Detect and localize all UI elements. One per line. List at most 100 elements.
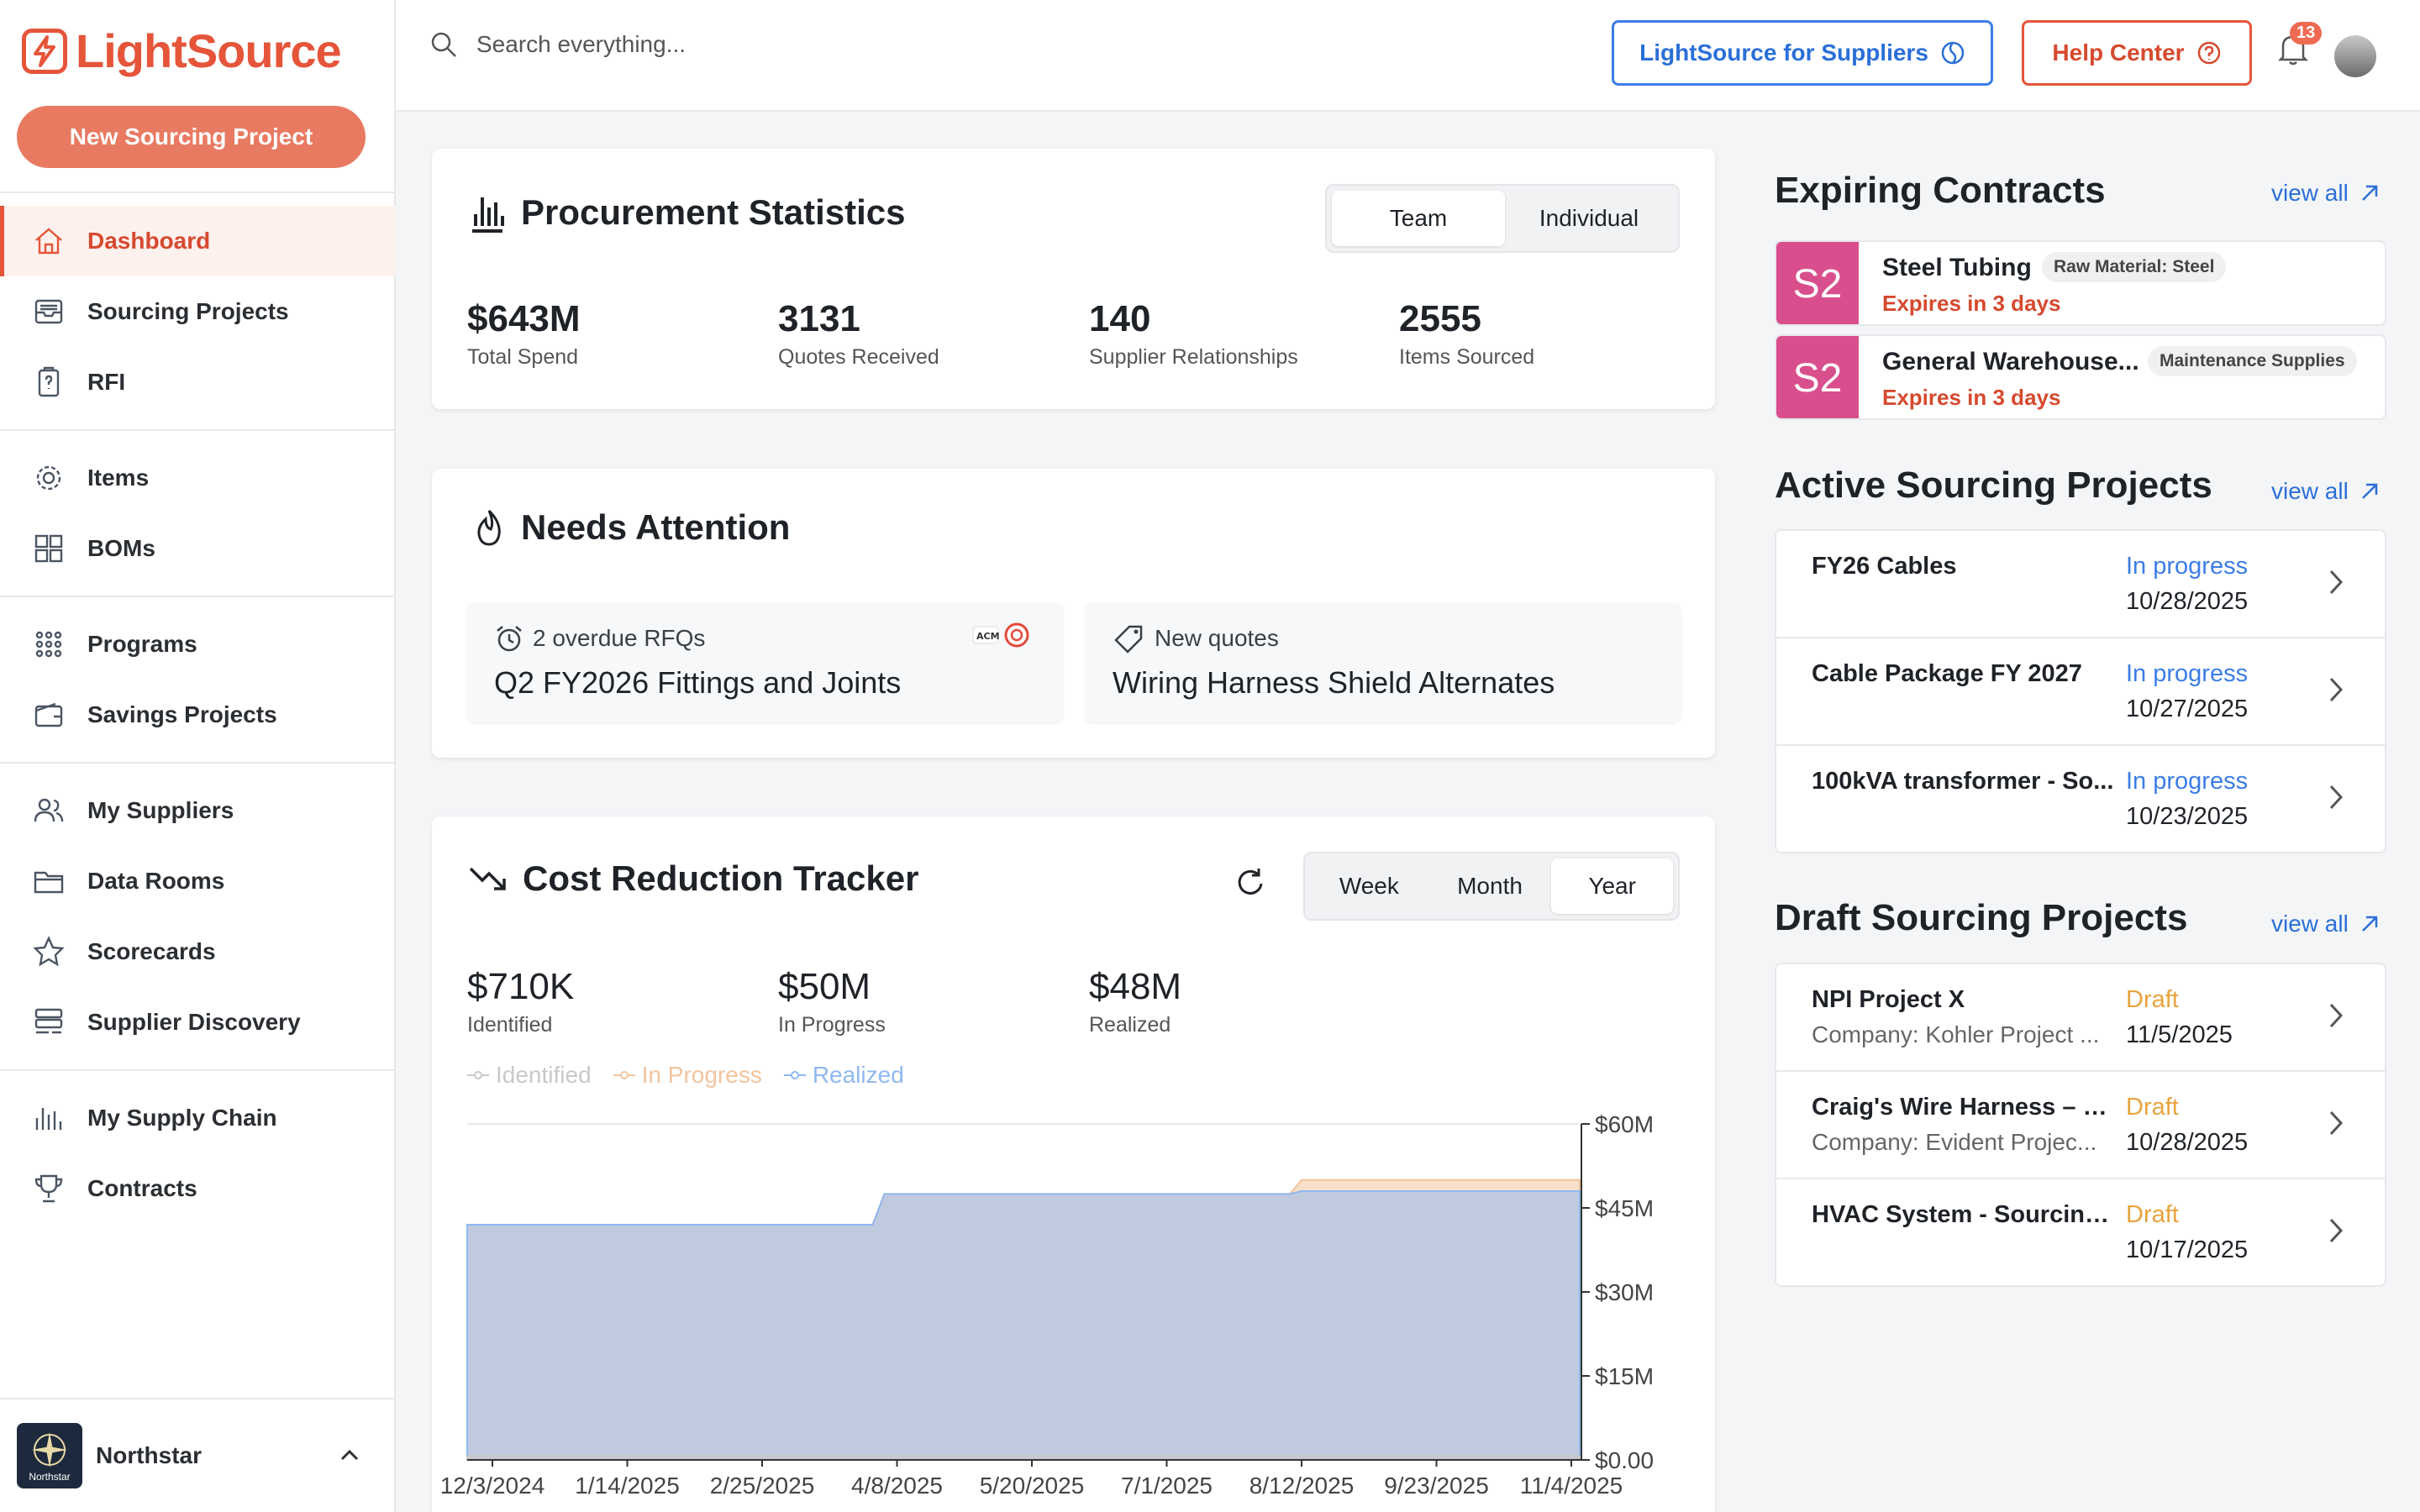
toggle-individual[interactable]: Individual <box>1539 205 1639 231</box>
project-row[interactable]: FY26 Cables In progress 10/28/2025 <box>1776 531 2385 638</box>
dots-grid-icon <box>32 627 66 661</box>
globe-icon <box>1941 41 1965 65</box>
bar-chart-icon <box>472 197 504 233</box>
range-year[interactable]: Year <box>1551 858 1673 914</box>
card-title: Cost Reduction Tracker <box>523 858 919 898</box>
range-week[interactable]: Week <box>1339 873 1399 899</box>
x-tick-label: 5/20/2025 <box>980 1473 1085 1499</box>
project-name: HVAC System - Sourcing... <box>1812 1201 2114 1228</box>
sidebar-item-scorecards[interactable]: Scorecards <box>0 916 396 987</box>
legend-marker <box>783 1071 806 1079</box>
project-status: In progress <box>2126 660 2249 687</box>
contract-item[interactable]: S2 Steel Tubing Raw Material: Steel Expi… <box>1775 240 2386 326</box>
sidebar-item-boms[interactable]: BOMs <box>0 513 396 584</box>
folder-icon <box>32 864 66 898</box>
stat-quotes-received: 3131 Quotes Received <box>778 298 939 369</box>
project-row[interactable]: 100kVA transformer - So... In progress 1… <box>1776 746 2385 853</box>
project-date: 11/5/2025 <box>2126 1021 2233 1048</box>
bar-chart-icon <box>32 1101 66 1135</box>
legend-marker <box>467 1071 489 1079</box>
chevron-right-icon <box>2329 1110 2344 1136</box>
org-switcher[interactable]: Northstar Northstar <box>0 1398 396 1512</box>
sidebar-item-label: My Supply Chain <box>87 1105 277 1131</box>
sidebar-item-dashboard[interactable]: Dashboard <box>0 206 396 276</box>
project-row[interactable]: NPI Project X Company: Kohler Project ..… <box>1776 964 2385 1072</box>
suppliers-button-label: LightSource for Suppliers <box>1639 39 1928 66</box>
chevron-right-icon <box>2329 677 2344 702</box>
org-logo: Northstar <box>17 1423 82 1488</box>
sidebar-item-label: Items <box>87 465 150 491</box>
tag-icon <box>1114 625 1143 654</box>
contract-expiry: Expires in 3 days <box>1882 291 2061 316</box>
legend-realized[interactable]: Realized <box>783 1062 904 1089</box>
sidebar-item-data-rooms[interactable]: Data Rooms <box>0 846 396 916</box>
attention-card-new-quotes[interactable]: New quotes Wiring Harness Shield Alterna… <box>1086 603 1681 722</box>
sidebar-item-label: Programs <box>87 631 197 657</box>
cost-reduction-tracker-card: Cost Reduction Tracker Week Month Year $… <box>432 816 1715 1512</box>
contract-item[interactable]: S2 General Warehouse... Maintenance Supp… <box>1775 334 2386 420</box>
x-tick-label: 4/8/2025 <box>851 1473 943 1499</box>
sidebar-item-supplier-discovery[interactable]: Supplier Discovery <box>0 987 396 1058</box>
sidebar-item-savings-projects[interactable]: Savings Projects <box>0 680 396 750</box>
search-input[interactable] <box>476 31 981 58</box>
active-view-all-link[interactable]: view all <box>2271 478 2381 505</box>
gear-icon <box>32 461 66 495</box>
attention-card-overdue-rfqs[interactable]: 2 overdue RFQs Q2 FY2026 Fittings and Jo… <box>467 603 1062 722</box>
sidebar-item-label: Dashboard <box>87 228 211 254</box>
contract-name: Steel Tubing <box>1882 254 2032 281</box>
sidebar-item-items[interactable]: Items <box>0 443 396 513</box>
toggle-team[interactable]: Team <box>1332 191 1505 246</box>
active-projects-title: Active Sourcing Projects <box>1775 465 2212 506</box>
sidebar-item-programs[interactable]: Programs <box>0 609 396 680</box>
draft-view-all-link[interactable]: view all <box>2271 911 2381 937</box>
project-status: In progress <box>2126 768 2249 795</box>
help-center-button[interactable]: Help Center <box>2022 20 2252 86</box>
sidebar-item-my-suppliers[interactable]: My Suppliers <box>0 775 396 846</box>
series-area-realized <box>466 1190 1581 1461</box>
sidebar-item-rfi[interactable]: RFI <box>0 347 396 417</box>
contract-badge: S2 <box>1776 336 1859 418</box>
legend-in-progress[interactable]: In Progress <box>613 1062 762 1089</box>
x-tick-label: 2/25/2025 <box>710 1473 815 1499</box>
expiring-contracts-title: Expiring Contracts <box>1775 170 2106 211</box>
help-center-button-label: Help Center <box>2052 39 2185 66</box>
refresh-icon[interactable] <box>1234 865 1267 899</box>
sidebar-item-contracts[interactable]: Contracts <box>0 1153 396 1224</box>
notifications-badge: 13 <box>2290 22 2323 45</box>
org-name: Northstar <box>96 1442 203 1468</box>
divider <box>0 762 396 764</box>
y-tick-label: $45M <box>1595 1195 1654 1221</box>
contract-tag: Maintenance Supplies <box>2148 346 2357 376</box>
sidebar-item-sourcing-projects[interactable]: Sourcing Projects <box>0 276 396 347</box>
logo[interactable]: LightSource <box>22 24 342 78</box>
chart-legend: Identified In Progress Realized <box>467 1062 904 1089</box>
stack-search-icon <box>32 1005 66 1039</box>
project-row[interactable]: HVAC System - Sourcing... Draft 10/17/20… <box>1776 1179 2385 1287</box>
x-tick-label: 9/23/2025 <box>1384 1473 1489 1499</box>
topbar: LightSource for Suppliers Help Center 13 <box>396 0 2420 112</box>
project-name: FY26 Cables <box>1812 553 1957 580</box>
avatar[interactable] <box>2334 35 2376 77</box>
project-name: NPI Project X <box>1812 986 1965 1013</box>
stat-realized: $48M Realized <box>1089 966 1182 1037</box>
range-month[interactable]: Month <box>1457 873 1523 899</box>
project-company: Company: Evident Projec... <box>1812 1129 2097 1155</box>
time-range-toggle: Week Month Year <box>1303 852 1680 921</box>
sidebar-item-my-supply-chain[interactable]: My Supply Chain <box>0 1083 396 1153</box>
legend-marker <box>613 1071 635 1079</box>
project-row[interactable]: Cable Package FY 2027 In progress 10/27/… <box>1776 638 2385 746</box>
procurement-statistics-card: Procurement Statistics Team Individual $… <box>432 149 1715 409</box>
project-date: 10/28/2025 <box>2126 588 2249 615</box>
divider <box>0 429 396 431</box>
search <box>429 30 981 59</box>
project-date: 10/28/2025 <box>2126 1129 2249 1156</box>
suppliers-button[interactable]: LightSource for Suppliers <box>1612 20 1993 86</box>
x-tick-label: 7/1/2025 <box>1121 1473 1213 1499</box>
expiring-view-all-link[interactable]: view all <box>2271 180 2381 207</box>
legend-identified[interactable]: Identified <box>467 1062 592 1089</box>
users-icon <box>32 794 66 827</box>
project-row[interactable]: Craig's Wire Harness – 1... Company: Evi… <box>1776 1072 2385 1179</box>
new-sourcing-project-button[interactable]: New Sourcing Project <box>17 106 366 168</box>
search-icon <box>431 32 456 57</box>
sidebar-item-label: Sourcing Projects <box>87 298 289 324</box>
